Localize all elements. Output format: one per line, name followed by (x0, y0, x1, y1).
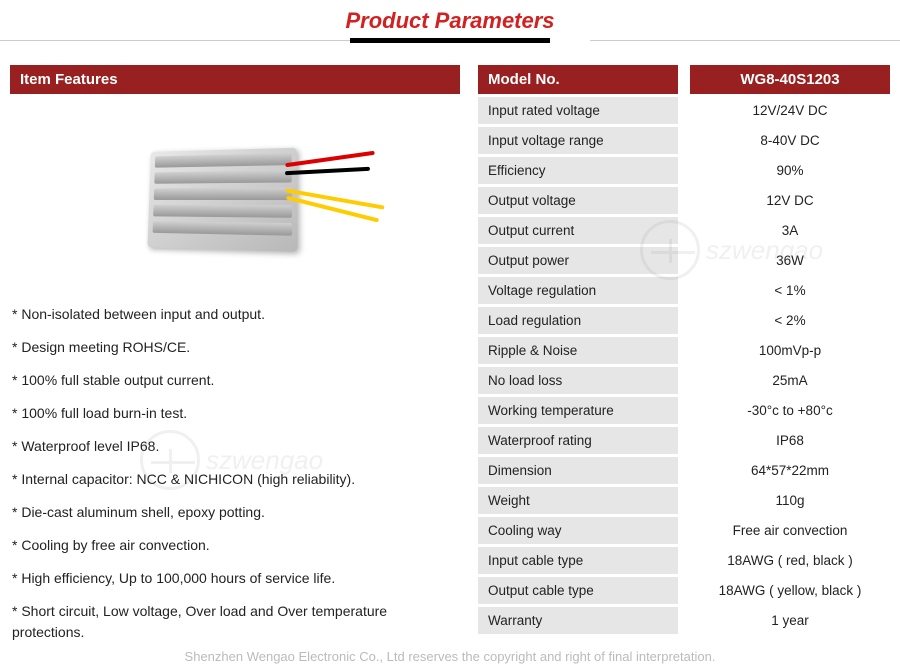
spec-label: No load loss (478, 367, 678, 394)
spec-label: Input cable type (478, 547, 678, 574)
converter-illustration (125, 119, 345, 269)
spec-label: Output power (478, 247, 678, 274)
spec-label: Input voltage range (478, 127, 678, 154)
feature-item: * 100% full stable output current. (10, 364, 460, 397)
spec-value-header: WG8-40S1203 (690, 65, 890, 94)
spec-value: 100mVp-p (690, 337, 890, 364)
spec-label: Load regulation (478, 307, 678, 334)
feature-item: * Waterproof level IP68. (10, 430, 460, 463)
spec-values-column: WG8-40S1203 12V/24V DC 8-40V DC 90% 12V DC 3… (690, 65, 890, 653)
specs-area: Model No. Input rated voltage Input volta… (478, 65, 890, 653)
spec-label-header: Model No. (478, 65, 678, 94)
feature-item: * High efficiency, Up to 100,000 hours o… (10, 562, 460, 595)
spec-label: Working temperature (478, 397, 678, 424)
spec-value: 64*57*22mm (690, 457, 890, 484)
spec-value: 110g (690, 487, 890, 514)
product-image (10, 94, 460, 294)
spec-value: -30°c to +80°c (690, 397, 890, 424)
spec-value: 1 year (690, 607, 890, 634)
spec-label: Cooling way (478, 517, 678, 544)
feature-item: * Internal capacitor: NCC & NICHICON (hi… (10, 463, 460, 496)
spec-value: 18AWG ( red, black ) (690, 547, 890, 574)
feature-item: * Design meeting ROHS/CE. (10, 331, 460, 364)
features-list: * Non-isolated between input and output.… (10, 294, 460, 653)
spec-label: Dimension (478, 457, 678, 484)
feature-item: * Cooling by free air convection. (10, 529, 460, 562)
spec-label: Ripple & Noise (478, 337, 678, 364)
spec-label: Warranty (478, 607, 678, 634)
spec-label: Waterproof rating (478, 427, 678, 454)
content-area: Item Features * Non-isolated between inp… (0, 47, 900, 653)
spec-label: Efficiency (478, 157, 678, 184)
spec-value: Free air convection (690, 517, 890, 544)
spec-value: 36W (690, 247, 890, 274)
spec-value: < 1% (690, 277, 890, 304)
spec-label: Output voltage (478, 187, 678, 214)
spec-value: 18AWG ( yellow, black ) (690, 577, 890, 604)
feature-item: * Short circuit, Low voltage, Over load … (10, 595, 460, 649)
spec-value: 3A (690, 217, 890, 244)
spec-value: < 2% (690, 307, 890, 334)
spec-value: 90% (690, 157, 890, 184)
spec-label: Output cable type (478, 577, 678, 604)
spec-value: IP68 (690, 427, 890, 454)
feature-item: * Non-isolated between input and output. (10, 298, 460, 331)
feature-item: * Die-cast aluminum shell, epoxy potting… (10, 496, 460, 529)
header-divider (0, 38, 900, 43)
footer-text: Shenzhen Wengao Electronic Co., Ltd rese… (0, 649, 900, 664)
spec-label: Output current (478, 217, 678, 244)
features-header: Item Features (10, 65, 460, 94)
spec-value: 12V DC (690, 187, 890, 214)
spec-label: Weight (478, 487, 678, 514)
page-header: Product Parameters (0, 0, 900, 47)
spec-value: 8-40V DC (690, 127, 890, 154)
spec-value: 25mA (690, 367, 890, 394)
features-column: Item Features * Non-isolated between inp… (10, 65, 460, 653)
spec-labels-column: Model No. Input rated voltage Input volta… (478, 65, 678, 653)
spec-label: Input rated voltage (478, 97, 678, 124)
spec-value: 12V/24V DC (690, 97, 890, 124)
feature-item: * 100% full load burn-in test. (10, 397, 460, 430)
header-title: Product Parameters (0, 8, 900, 34)
spec-label: Voltage regulation (478, 277, 678, 304)
